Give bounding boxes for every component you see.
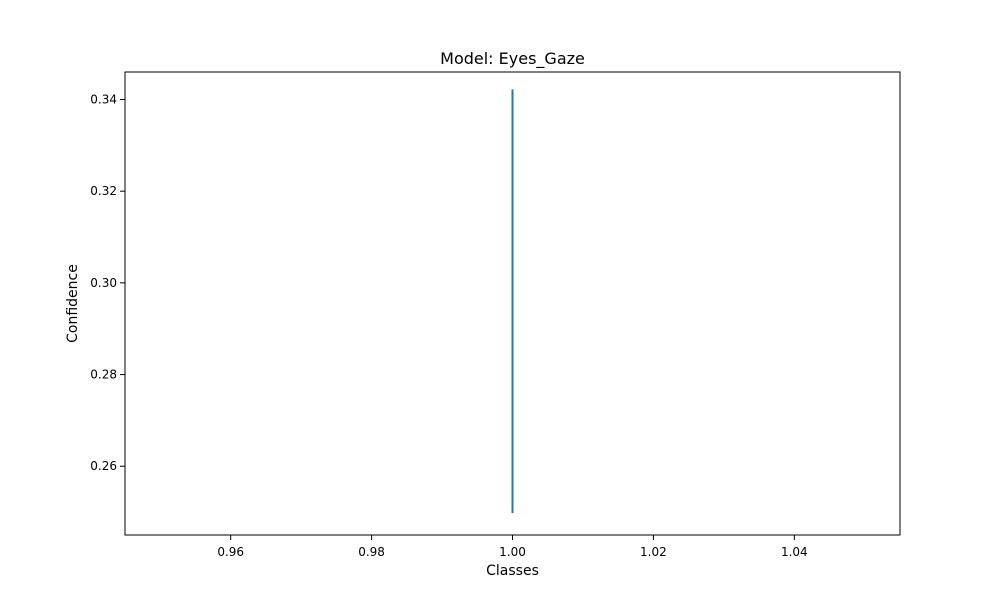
y-tick-label: 0.34: [90, 93, 117, 107]
x-tick-label: 1.02: [640, 545, 667, 559]
x-tick-label: 1.04: [781, 545, 808, 559]
y-tick-label: 0.28: [90, 368, 117, 382]
chart-title: Model: Eyes_Gaze: [440, 49, 585, 69]
x-tick-label: 1.00: [499, 545, 526, 559]
y-tick-label: 0.32: [90, 184, 117, 198]
x-axis-label: Classes: [486, 563, 539, 579]
y-tick-label: 0.26: [90, 459, 117, 473]
y-tick-label: 0.30: [90, 276, 117, 290]
labels-layer: Model: Eyes_Gaze Classes Confidence: [65, 49, 585, 579]
ticks-layer: 0.96 0.98 1.00 1.02 1.04 0.26 0.28 0.30 0.32 0.34: [90, 93, 807, 559]
y-axis-label: Confidence: [65, 264, 81, 343]
x-tick-label: 0.98: [358, 545, 385, 559]
x-tick-label: 0.96: [217, 545, 244, 559]
